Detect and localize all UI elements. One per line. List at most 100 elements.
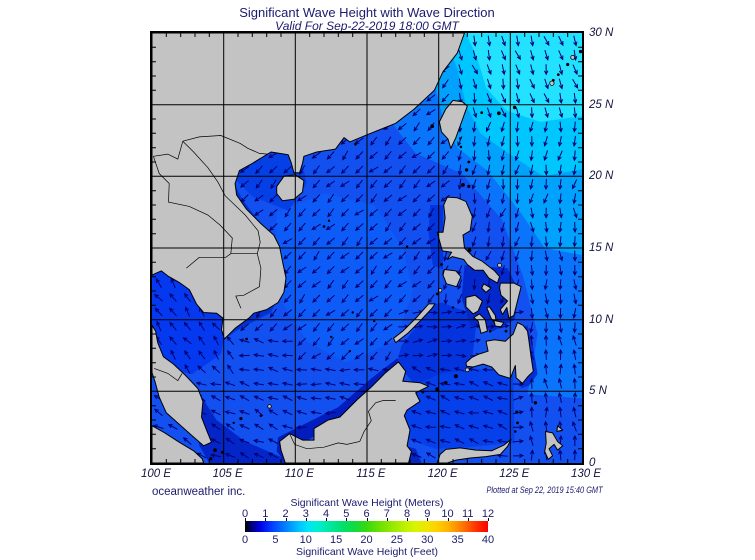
island-dot — [459, 145, 463, 149]
island-dot — [430, 124, 435, 129]
island-dot — [440, 263, 443, 266]
island-dot — [372, 319, 376, 323]
meters-tick: 0 — [241, 508, 249, 520]
meters-tick-mark — [427, 518, 429, 521]
landmass-masbate — [481, 283, 492, 293]
meters-tick-mark — [326, 518, 327, 521]
island-dot — [327, 219, 331, 223]
y-axis-label: 5 N — [589, 385, 607, 398]
island-dot — [220, 450, 224, 454]
plotted-timestamp: Plotted at Sep 22, 2019 15:40 GMT — [486, 485, 603, 495]
island-dot — [496, 111, 501, 116]
landmass-halmahera — [544, 431, 564, 460]
feet-tick: 30 — [421, 534, 434, 546]
meters-tick: 9 — [424, 508, 431, 520]
landmass-palawan — [393, 303, 436, 344]
meters-tick: 4 — [322, 508, 330, 520]
island-dot — [578, 49, 583, 54]
meters-tick-mark — [386, 518, 388, 521]
feet-tick: 10 — [299, 534, 312, 546]
wave-height-zone-luzon_rim — [428, 205, 443, 270]
landmass-morotai — [556, 425, 564, 432]
meters-tick: 10 — [441, 508, 454, 520]
meters-tick: 8 — [403, 508, 411, 520]
meters-tick-mark — [467, 518, 469, 521]
country-border — [153, 156, 233, 254]
feet-tick: 15 — [330, 534, 343, 546]
landmass-mindanao — [465, 322, 534, 384]
island-dot — [348, 350, 352, 353]
wave-height-zone-scs_bright — [275, 193, 413, 363]
meters-tick-mark — [366, 518, 368, 521]
country-border — [154, 368, 183, 382]
island-dot — [467, 248, 472, 253]
feet-tick: 40 — [481, 534, 495, 546]
x-axis-label: 105 E — [212, 468, 243, 480]
feet-tick: 25 — [390, 534, 403, 546]
feet-tick: 35 — [451, 534, 464, 546]
island-dot — [459, 137, 462, 140]
y-axis-label: 30 N — [589, 27, 614, 39]
y-axis-label: 0 — [589, 457, 596, 469]
degree-tick-marks — [152, 33, 582, 463]
island-dot — [451, 306, 455, 309]
island-dot — [405, 245, 409, 248]
wave-height-zone-sunda_dark — [195, 391, 289, 463]
meters-tick: 12 — [481, 508, 495, 520]
meters-tick: 5 — [343, 508, 350, 520]
wave-height-zone-pac4 — [465, 33, 582, 122]
colorbar — [245, 521, 488, 532]
x-axis-label: 120 E — [427, 468, 458, 480]
wave-height-zone-visayas_dark — [461, 265, 519, 332]
meters-tick-mark — [265, 518, 267, 521]
island-dot — [267, 404, 272, 409]
island-dot — [556, 73, 560, 76]
meters-tick-mark — [407, 518, 408, 521]
meters-tick-mark — [305, 518, 307, 521]
landmass-mainland — [151, 32, 465, 340]
landmass-sulawesi — [436, 438, 512, 464]
meters-tick: 1 — [262, 508, 269, 520]
island-dot — [515, 410, 519, 414]
island-dot — [566, 62, 570, 67]
island-dot — [259, 414, 263, 418]
landmass-borneo — [279, 361, 430, 464]
wave-height-zone-gulf_thailand — [149, 268, 227, 375]
island-dot — [245, 337, 248, 341]
island-dot — [232, 421, 235, 425]
x-axis-label: 100 E — [140, 468, 172, 480]
island-dot — [322, 225, 326, 228]
island-dot — [488, 329, 492, 333]
island-dot — [467, 160, 471, 164]
island-dot — [533, 401, 538, 405]
island-dot — [435, 292, 439, 296]
island-dot — [549, 80, 555, 86]
wave-map-canvas — [149, 32, 583, 464]
country-border — [182, 140, 261, 254]
island-dot — [504, 329, 508, 333]
island-dot — [516, 421, 519, 425]
colorbar-meters-label: Significant Wave Height (Meters) — [290, 497, 444, 509]
island-dot — [351, 311, 354, 314]
meters-tick-mark — [346, 518, 348, 521]
landmass-panay — [465, 294, 483, 315]
island-dot — [464, 367, 470, 373]
page-title: Significant Wave Height with Wave Direct… — [239, 5, 495, 20]
island-dot — [213, 448, 217, 453]
island-dot — [512, 105, 517, 110]
landmass-mindoro — [442, 269, 462, 288]
y-axis-label: 25 N — [589, 98, 614, 111]
meters-tick-mark — [285, 518, 287, 521]
meters-tick: 6 — [363, 508, 370, 520]
island-dot — [444, 381, 448, 385]
meters-tick-mark — [447, 518, 449, 521]
credit-text: oceanweather inc. — [152, 486, 246, 498]
wave-height-zone-celebes — [401, 368, 515, 449]
wave-map — [149, 31, 584, 465]
x-axis-label: 115 E — [356, 468, 386, 480]
feet-tick: 20 — [360, 534, 373, 546]
meters-tick: 2 — [282, 508, 289, 520]
feet-tick: 5 — [272, 534, 279, 546]
landmass-malay — [151, 324, 212, 447]
country-border — [289, 400, 396, 450]
